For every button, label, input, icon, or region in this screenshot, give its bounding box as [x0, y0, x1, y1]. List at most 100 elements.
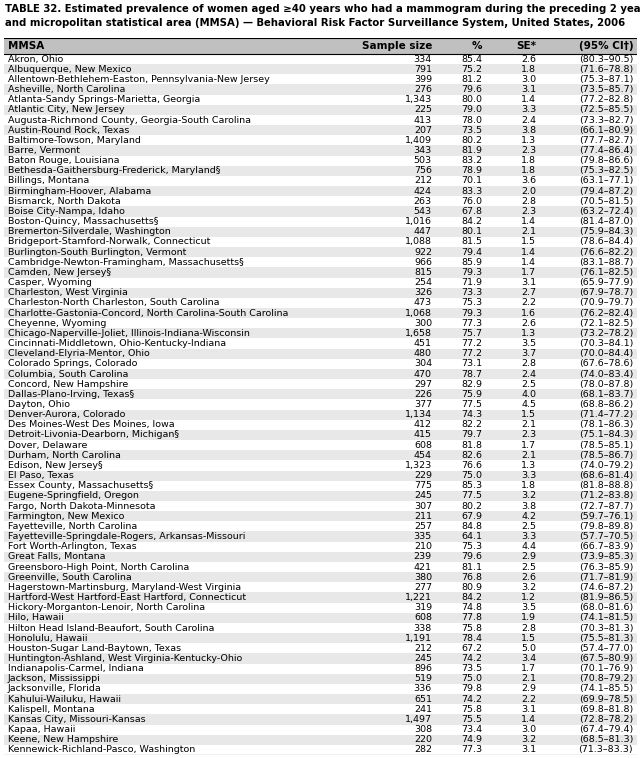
FancyBboxPatch shape	[4, 531, 637, 542]
Text: (70.1–76.9): (70.1–76.9)	[579, 664, 633, 673]
Text: (71.2–83.8): (71.2–83.8)	[579, 491, 633, 500]
Text: Chicago-Naperville-Joliet, Illinois-Indiana-Wisconsin: Chicago-Naperville-Joliet, Illinois-Indi…	[8, 329, 250, 338]
Text: 81.5: 81.5	[462, 237, 483, 246]
Text: (68.5–81.3): (68.5–81.3)	[579, 735, 633, 744]
Text: 71.9: 71.9	[462, 278, 483, 287]
Text: 74.3: 74.3	[462, 410, 483, 419]
Text: 3.6: 3.6	[521, 177, 537, 186]
FancyBboxPatch shape	[4, 268, 637, 277]
Text: (70.5–81.5): (70.5–81.5)	[579, 197, 633, 206]
Text: (79.8–86.6): (79.8–86.6)	[579, 156, 633, 165]
Text: 5.0: 5.0	[521, 644, 537, 653]
Text: Atlantic City, New Jersey: Atlantic City, New Jersey	[8, 105, 124, 114]
Text: 2.4: 2.4	[521, 115, 537, 124]
Text: 1,343: 1,343	[404, 96, 432, 104]
Text: (74.0–83.4): (74.0–83.4)	[579, 369, 633, 378]
Text: 75.3: 75.3	[462, 299, 483, 308]
Text: Hartford-West Hartford-East Hartford, Connecticut: Hartford-West Hartford-East Hartford, Co…	[8, 593, 246, 602]
Text: 519: 519	[414, 675, 432, 683]
Text: 241: 241	[414, 705, 432, 714]
Text: 74.8: 74.8	[462, 603, 483, 612]
Text: 4.0: 4.0	[521, 390, 537, 399]
Text: (80.3–90.5): (80.3–90.5)	[579, 55, 633, 64]
Text: 80.9: 80.9	[462, 583, 483, 592]
Text: 2.6: 2.6	[521, 55, 537, 64]
Text: 1,221: 1,221	[405, 593, 432, 602]
Text: (76.1–82.5): (76.1–82.5)	[579, 268, 633, 277]
Text: 473: 473	[414, 299, 432, 308]
Text: El Paso, Texas: El Paso, Texas	[8, 471, 74, 480]
Text: 1.4: 1.4	[521, 248, 537, 257]
Text: 70.1: 70.1	[462, 177, 483, 186]
Text: Camden, New Jersey§: Camden, New Jersey§	[8, 268, 111, 277]
Text: Indianapolis-Carmel, Indiana: Indianapolis-Carmel, Indiana	[8, 664, 144, 673]
Text: 335: 335	[413, 532, 432, 541]
Text: 2.5: 2.5	[521, 562, 537, 572]
Text: 319: 319	[414, 603, 432, 612]
Text: 2.7: 2.7	[521, 288, 537, 297]
Text: 338: 338	[413, 624, 432, 632]
Text: (67.9–78.7): (67.9–78.7)	[579, 288, 633, 297]
Text: Asheville, North Carolina: Asheville, North Carolina	[8, 85, 125, 94]
Text: 412: 412	[414, 421, 432, 429]
Text: 77.2: 77.2	[462, 339, 483, 348]
Text: 75.0: 75.0	[462, 675, 483, 683]
Text: 2.6: 2.6	[521, 318, 537, 327]
FancyBboxPatch shape	[4, 390, 637, 399]
Text: 85.4: 85.4	[462, 55, 483, 64]
Text: 76.0: 76.0	[462, 197, 483, 206]
Text: 79.6: 79.6	[462, 553, 483, 562]
Text: 210: 210	[414, 542, 432, 551]
Text: (74.1–81.5): (74.1–81.5)	[579, 613, 633, 622]
Text: 74.2: 74.2	[462, 654, 483, 663]
Text: (76.2–82.4): (76.2–82.4)	[579, 309, 633, 318]
Text: (66.7–83.9): (66.7–83.9)	[579, 542, 633, 551]
Text: (57.4–77.0): (57.4–77.0)	[579, 644, 633, 653]
Text: (74.6–87.2): (74.6–87.2)	[579, 583, 633, 592]
Text: Bismarck, North Dakota: Bismarck, North Dakota	[8, 197, 121, 206]
Text: Honolulu, Hawaii: Honolulu, Hawaii	[8, 634, 87, 643]
Text: 84.8: 84.8	[462, 522, 483, 531]
Text: Hilton Head Island-Beaufort, South Carolina: Hilton Head Island-Beaufort, South Carol…	[8, 624, 214, 632]
Text: 896: 896	[414, 664, 432, 673]
Text: 343: 343	[413, 146, 432, 155]
Text: (78.5–85.1): (78.5–85.1)	[579, 440, 633, 449]
Text: Augusta-Richmond County, Georgia-South Carolina: Augusta-Richmond County, Georgia-South C…	[8, 115, 251, 124]
Text: 3.8: 3.8	[521, 502, 537, 511]
Text: 81.8: 81.8	[462, 440, 483, 449]
FancyBboxPatch shape	[4, 674, 637, 684]
Text: Jacksonville, Florida: Jacksonville, Florida	[8, 684, 101, 694]
Text: %: %	[472, 41, 483, 51]
Text: (73.5–85.7): (73.5–85.7)	[579, 85, 633, 94]
Text: 73.5: 73.5	[462, 664, 483, 673]
Text: 651: 651	[414, 694, 432, 703]
Text: 3.7: 3.7	[521, 349, 537, 359]
FancyBboxPatch shape	[4, 308, 637, 318]
Text: (70.3–84.1): (70.3–84.1)	[579, 339, 633, 348]
Text: 77.5: 77.5	[462, 400, 483, 409]
Text: 2.6: 2.6	[521, 573, 537, 581]
Text: 2.9: 2.9	[521, 684, 537, 694]
Text: Boise City-Nampa, Idaho: Boise City-Nampa, Idaho	[8, 207, 124, 216]
Text: 81.9: 81.9	[462, 146, 483, 155]
FancyBboxPatch shape	[4, 430, 637, 440]
Text: 79.8: 79.8	[462, 684, 483, 694]
Text: (70.9–79.7): (70.9–79.7)	[579, 299, 633, 308]
Text: 245: 245	[414, 654, 432, 663]
Text: Casper, Wyoming: Casper, Wyoming	[8, 278, 92, 287]
Text: 1,658: 1,658	[405, 329, 432, 338]
Text: Bridgeport-Stamford-Norwalk, Connecticut: Bridgeport-Stamford-Norwalk, Connecticut	[8, 237, 210, 246]
Text: (72.8–78.2): (72.8–78.2)	[579, 715, 633, 724]
Text: 377: 377	[414, 400, 432, 409]
Text: 415: 415	[414, 431, 432, 440]
Text: Birmingham-Hoover, Alabama: Birmingham-Hoover, Alabama	[8, 186, 151, 196]
Text: 80.2: 80.2	[462, 136, 483, 145]
Text: 226: 226	[414, 390, 432, 399]
Text: 4.2: 4.2	[521, 512, 537, 521]
Text: 308: 308	[414, 725, 432, 734]
Text: (81.8–88.8): (81.8–88.8)	[579, 481, 633, 490]
Text: (71.3–83.3): (71.3–83.3)	[579, 745, 633, 754]
Text: 451: 451	[414, 339, 432, 348]
Text: (73.3–82.7): (73.3–82.7)	[579, 115, 633, 124]
Text: 78.4: 78.4	[462, 634, 483, 643]
